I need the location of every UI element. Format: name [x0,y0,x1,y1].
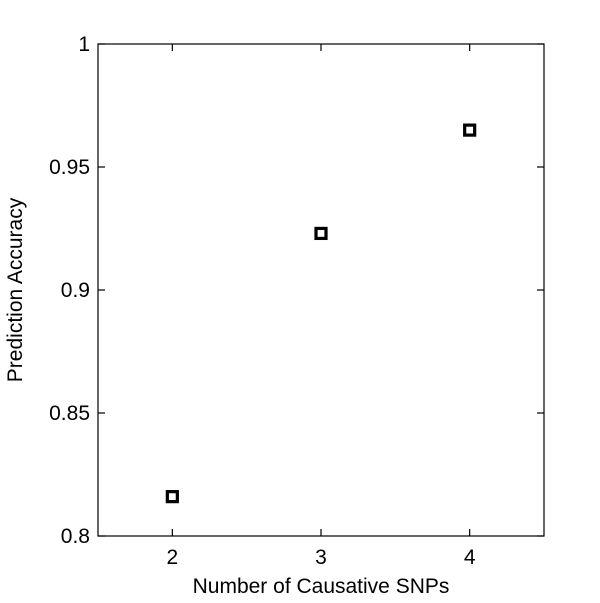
y-axis-title: Prediction Accuracy [4,197,27,382]
x-axis-title: Number of Causative SNPs [193,575,450,598]
y-tick-label: 0.85 [49,402,90,425]
y-tick-label: 0.8 [61,525,90,548]
data-point-marker [463,123,477,137]
data-points [165,123,477,504]
x-tick-label: 4 [464,546,476,569]
y-tick-label: 1 [78,33,90,56]
x-tick-label: 3 [315,546,327,569]
y-tick-label: 0.95 [49,156,90,179]
data-point-marker [314,226,328,241]
data-point-marker [165,490,179,504]
y-axis: 0.8 0.85 0.9 0.95 1 [49,33,544,548]
x-tick-label: 2 [166,546,178,569]
y-tick-label: 0.9 [61,279,90,302]
x-axis: 2 3 4 [166,44,476,569]
